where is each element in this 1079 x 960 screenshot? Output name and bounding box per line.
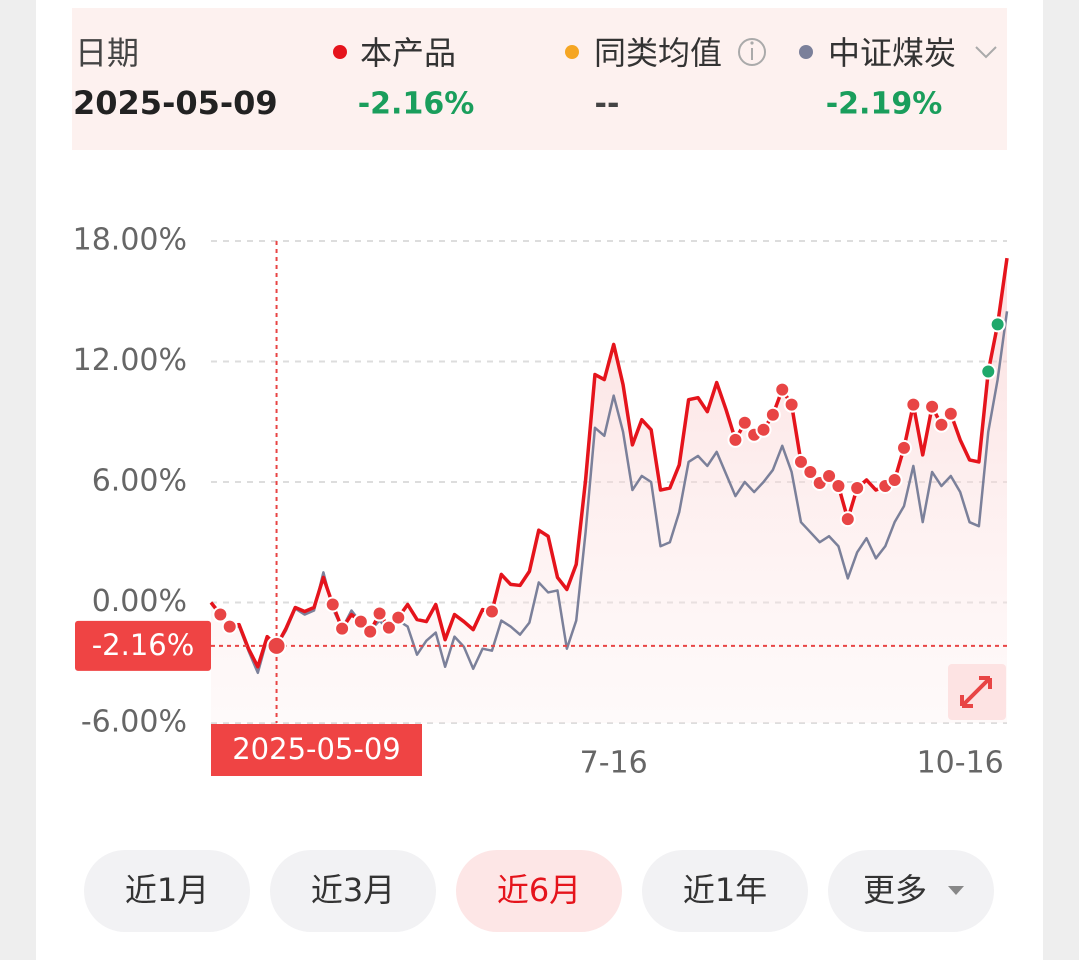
date-label: 日期 [75, 34, 139, 72]
product-value: -2.16% [358, 87, 475, 122]
trade-marker [839, 511, 856, 528]
legend-dot [799, 45, 813, 59]
card [36, 0, 1043, 960]
trade-marker [221, 618, 238, 635]
trade-marker [905, 396, 922, 413]
range-button-label[interactable]: 近6月 [497, 871, 581, 909]
legend-dot [333, 45, 347, 59]
trade-marker [352, 613, 369, 630]
trade-marker [380, 619, 397, 636]
trade-marker [324, 596, 341, 613]
range-button[interactable]: 近1年 [642, 850, 808, 932]
trade-marker [390, 609, 407, 626]
legend-name: 中证煤炭 [828, 34, 956, 72]
trade-marker [764, 406, 781, 423]
trade-marker [334, 620, 351, 637]
date: 2025-05-09 [73, 84, 278, 122]
trade-marker [792, 453, 809, 470]
range-button[interactable]: 更多 [828, 850, 994, 932]
trade-marker [736, 414, 753, 431]
index-value: -2.19% [826, 87, 943, 122]
crosshair-date-box [211, 724, 422, 776]
y-tick-label: 6.00% [92, 464, 187, 499]
trade-marker [783, 396, 800, 413]
trade-marker [830, 478, 847, 495]
y-tick-label: 0.00% [92, 584, 187, 619]
x-tick-label: 7-16 [580, 746, 648, 781]
range-button-bg[interactable] [828, 850, 994, 932]
trade-marker [980, 363, 997, 380]
legend-name: 同类均值 [594, 34, 722, 72]
range-button[interactable]: 近1月 [84, 850, 250, 932]
trade-marker [849, 480, 866, 497]
trade-marker [212, 606, 229, 623]
trade-marker [886, 471, 903, 488]
trade-marker [895, 439, 912, 456]
range-button[interactable]: 近3月 [270, 850, 436, 932]
y-tick-label: 12.00% [73, 343, 187, 378]
x-tick-label: 10-16 [917, 746, 1004, 781]
range-button-label[interactable]: 近3月 [311, 871, 395, 909]
range-button[interactable]: 近6月 [456, 850, 622, 932]
trade-marker [802, 463, 819, 480]
plot: -6.00% 0.00% 6.00% 12.00% 18.00% -2.16% 2025-0… [73, 223, 1009, 781]
legend-dot [565, 45, 579, 59]
crosshair-value-label: -2.16% [92, 628, 195, 662]
trade-marker [362, 623, 379, 640]
range-buttons: 近1月 近3月 近6月 近1年 更多 [84, 850, 994, 932]
range-button-label[interactable]: 近1月 [125, 871, 209, 909]
range-button-label[interactable]: 更多 [863, 871, 927, 909]
header-panel [72, 8, 1007, 150]
trade-marker [727, 431, 744, 448]
area-fill [211, 258, 1007, 723]
trade-marker [371, 605, 388, 622]
crosshair-point [266, 635, 287, 656]
range-button-bg[interactable] [642, 850, 808, 932]
range-button-bg[interactable] [456, 850, 622, 932]
trade-marker [483, 603, 500, 620]
trade-marker [755, 421, 772, 438]
range-button-bg[interactable] [270, 850, 436, 932]
info-icon[interactable] [738, 38, 766, 66]
crosshair-value-box [75, 620, 211, 671]
y-tick-label: 18.00% [73, 223, 187, 258]
trade-marker [942, 405, 959, 422]
peer-value: -- [595, 87, 620, 122]
range-button-bg[interactable] [84, 850, 250, 932]
dropdown-chevron[interactable] [975, 46, 997, 59]
trade-marker [933, 416, 950, 433]
y-tick-label: -6.00% [81, 705, 187, 740]
trade-marker [924, 398, 941, 415]
trade-marker [989, 316, 1006, 333]
crosshair-date-label: 2025-05-09 [232, 732, 401, 766]
trade-marker [774, 381, 791, 398]
range-button-label[interactable]: 近1年 [683, 871, 767, 909]
trade-marker [821, 467, 838, 484]
dropdown-triangle[interactable] [948, 886, 964, 895]
legend-name: 本产品 [360, 34, 456, 72]
expand-button[interactable] [948, 664, 1006, 720]
